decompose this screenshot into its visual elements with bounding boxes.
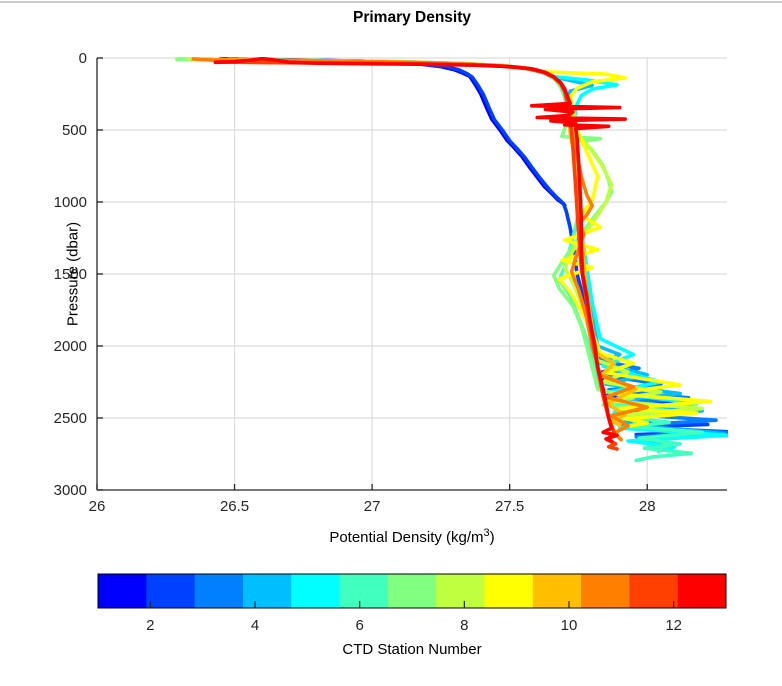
profile-station-7 [175,57,677,422]
y-tick-label: 2000 [54,338,87,355]
y-tick-label: 0 [79,50,87,67]
colorbar-segment-8 [436,574,485,608]
colorbar-outline [97,573,727,609]
colorbar-segment-9 [484,574,534,608]
y-tick-label: 3000 [54,482,87,499]
colorbar-segment-6 [339,574,389,608]
colorbar-tick-label: 8 [460,617,468,634]
x-tick-label: 26.5 [220,498,249,515]
profile-station-13 [213,57,628,443]
colorbar-tick-label: 10 [561,617,578,634]
x-tick-label: 27 [364,498,381,515]
colorbar-segment-1 [98,574,147,608]
x-tick-label: 26 [89,498,106,515]
colorbar-segment-7 [387,574,437,608]
x-tick-label: 27.5 [495,498,524,515]
y-axis-label: Pressure (dbar) [64,221,82,327]
chart-title: Primary Density [352,9,472,26]
x-tick-label: 28 [639,498,656,515]
colorbar-segment-11 [581,574,630,608]
window-top-border [0,1,782,3]
x-axis-label-text: Potential Density (kg/m [329,529,484,546]
profile-station-1 [219,57,567,207]
colorbar-segment-10 [532,574,582,608]
x-axis-label-superscript: 3 [483,527,490,539]
colorbar-segment-5 [291,574,341,608]
colorbar-segment-13 [677,574,727,608]
colorbar-segment-3 [194,574,244,608]
colorbar-tick-label: 4 [251,617,259,634]
y-tick-label: 1500 [54,266,87,283]
x-axis-label-close: ) [489,529,495,546]
colorbar-label: CTD Station Number [342,641,482,658]
y-tick-label: 500 [62,122,87,139]
y-tick-label: 1000 [54,194,87,211]
colorbar-tick-label: 12 [665,617,682,634]
profiles-layer [175,57,728,463]
colorbar-tick-label: 2 [146,617,154,634]
x-axis-label: Potential Density (kg/m3) [97,527,727,547]
colorbar-tick-label: 6 [355,617,363,634]
colorbar-segment-2 [146,574,196,608]
colorbar-segment-4 [242,574,292,608]
y-tick-label: 2500 [54,410,87,427]
colorbar-segment-12 [629,574,679,608]
